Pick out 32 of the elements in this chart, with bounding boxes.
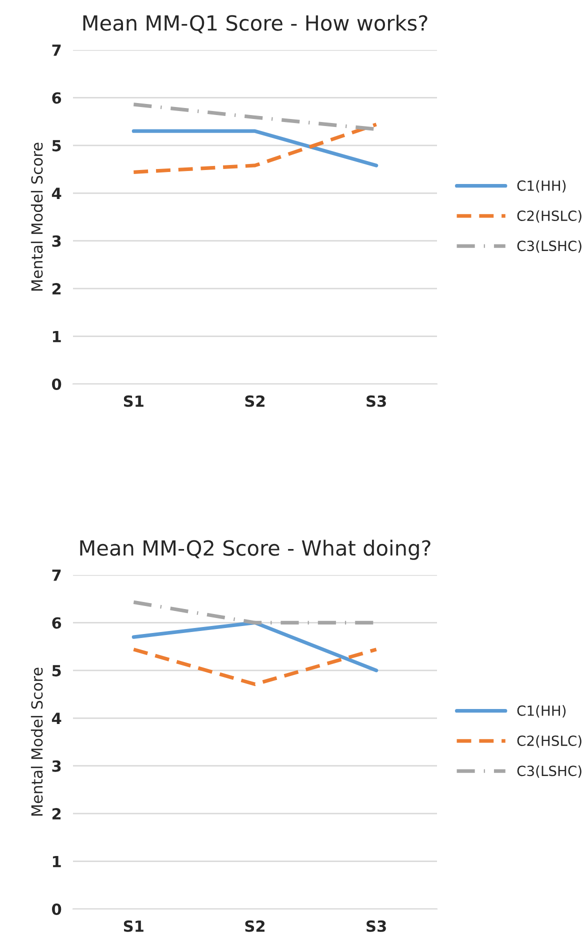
x-tick-label: S3 [366,395,386,407]
legend-label: C1(HH) [517,705,566,718]
y-tick-label: 5 [52,140,61,152]
legend-label: C2(HSLC) [517,210,582,223]
y-tick-label: 0 [52,903,62,916]
x-tick-label: S2 [245,395,264,407]
y-tick-label: 7 [52,44,61,56]
x-tick-label: S2 [245,920,264,932]
legend-label: C3(LSHC) [517,765,582,778]
y-tick-label: 3 [52,760,61,772]
y-tick-label: 1 [52,856,61,868]
legend-label: C3(LSHC) [517,240,582,253]
chart-title: Mean MM-Q1 Score - How works? [83,14,428,34]
y-axis-title: Mental Model Score [30,142,43,291]
x-tick-label: S1 [124,395,144,407]
y-tick-label: 7 [52,570,61,581]
legend-label: C1(HH) [517,180,566,193]
y-tick-label: 4 [52,712,62,724]
y-tick-label: 2 [52,283,61,294]
y-tick-label: 1 [52,330,61,342]
y-tick-label: 2 [52,808,61,820]
x-tick-label: S3 [366,920,386,932]
chart-title: Mean MM-Q2 Score - What doing? [80,540,430,560]
y-tick-label: 6 [52,617,62,629]
y-tick-label: 6 [52,92,62,104]
y-tick-label: 5 [52,665,61,676]
y-tick-label: 4 [52,188,62,199]
y-tick-label: 3 [52,235,61,247]
x-tick-label: S1 [124,920,144,932]
y-axis-title: Mental Model Score [30,668,43,816]
y-tick-label: 0 [52,378,62,390]
legend-label: C2(HSLC) [517,735,582,748]
